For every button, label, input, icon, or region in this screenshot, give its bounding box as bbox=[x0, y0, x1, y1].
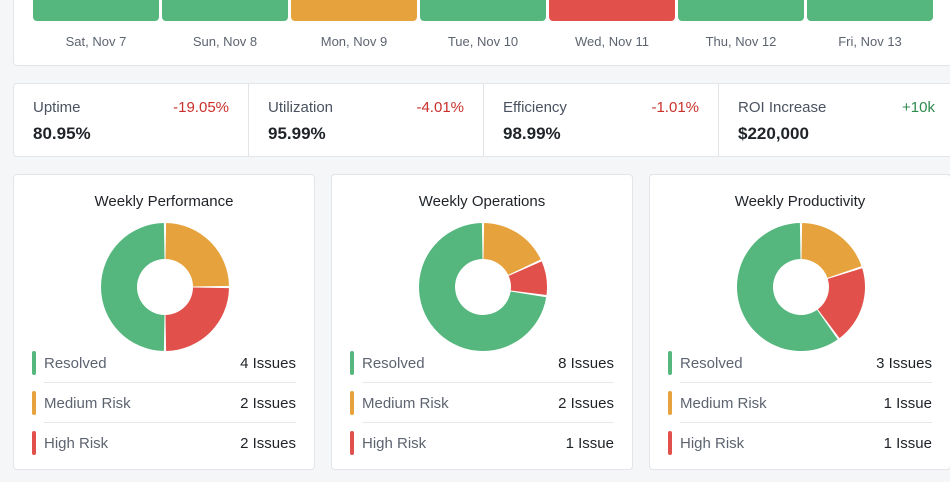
weekly-performance-card: Weekly Performance Resolved 4 Issues Med… bbox=[13, 174, 315, 470]
kpi-label: Uptime bbox=[33, 99, 81, 116]
kpi-uptime: Uptime -19.05% 80.95% bbox=[14, 84, 249, 156]
divider bbox=[362, 382, 614, 383]
donut-chart[interactable] bbox=[736, 222, 866, 352]
day-label: Sun, Nov 8 bbox=[192, 34, 258, 49]
legend-item-resolved[interactable]: Resolved 8 Issues bbox=[350, 351, 614, 383]
kpi-label: ROI Increase bbox=[738, 99, 827, 116]
day-label: Thu, Nov 12 bbox=[705, 34, 777, 49]
legend-item-resolved[interactable]: Resolved 3 Issues bbox=[668, 351, 932, 383]
weekly-productivity-card: Weekly Productivity Resolved 3 Issues Me… bbox=[649, 174, 950, 470]
legend-swatch bbox=[350, 431, 354, 455]
card-title: Weekly Productivity bbox=[734, 193, 866, 210]
donut-slice-high-risk[interactable] bbox=[817, 268, 865, 339]
daily-status-card: Sat, Nov 7 Sun, Nov 8 Mon, Nov 9 Tue, No… bbox=[13, 0, 950, 66]
legend-swatch bbox=[350, 391, 354, 415]
divider bbox=[680, 422, 932, 423]
legend-item-high-risk[interactable]: High Risk 1 Issue bbox=[350, 431, 614, 455]
card-title: Weekly Performance bbox=[94, 193, 234, 210]
donut-slice-resolved[interactable] bbox=[100, 223, 165, 351]
donut-slice-medium-risk[interactable] bbox=[483, 223, 541, 275]
day-status-bar[interactable] bbox=[420, 0, 546, 21]
day-status-bar[interactable] bbox=[549, 0, 675, 21]
kpi-change: +10k bbox=[902, 99, 935, 116]
legend-item-medium-risk[interactable]: Medium Risk 2 Issues bbox=[350, 391, 614, 423]
kpi-label: Utilization bbox=[268, 99, 334, 116]
day-label: Sat, Nov 7 bbox=[65, 34, 127, 49]
donut-slice-resolved[interactable] bbox=[419, 223, 547, 351]
divider bbox=[680, 382, 932, 383]
legend-label: Resolved bbox=[680, 355, 743, 372]
kpi-value: 95.99% bbox=[268, 124, 326, 143]
legend-count: 8 Issues bbox=[558, 355, 614, 372]
legend-label: Medium Risk bbox=[44, 395, 131, 412]
day-label: Wed, Nov 11 bbox=[575, 34, 649, 49]
day-label: Tue, Nov 10 bbox=[447, 34, 519, 49]
kpi-utilization: Utilization -4.01% 95.99% bbox=[249, 84, 484, 156]
card-title: Weekly Operations bbox=[418, 193, 546, 210]
legend-label: Medium Risk bbox=[680, 395, 767, 412]
legend-label: Resolved bbox=[362, 355, 425, 372]
kpi-value: 80.95% bbox=[33, 124, 91, 143]
day-label: Mon, Nov 9 bbox=[320, 34, 388, 49]
legend-item-high-risk[interactable]: High Risk 2 Issues bbox=[32, 431, 296, 455]
donut-slice-high-risk[interactable] bbox=[165, 287, 229, 351]
kpi-value: 98.99% bbox=[503, 124, 561, 143]
legend-label: Resolved bbox=[44, 355, 107, 372]
legend-label: Medium Risk bbox=[362, 395, 449, 412]
legend-item-resolved[interactable]: Resolved 4 Issues bbox=[32, 351, 296, 383]
day-status-bar[interactable] bbox=[291, 0, 417, 21]
legend-swatch bbox=[668, 351, 672, 375]
donut-chart[interactable] bbox=[100, 222, 230, 352]
divider bbox=[44, 382, 296, 383]
legend-swatch bbox=[32, 391, 36, 415]
kpi-change: -4.01% bbox=[416, 99, 464, 116]
kpi-value: $220,000 bbox=[738, 124, 809, 143]
legend-count: 4 Issues bbox=[240, 355, 296, 372]
legend-label: High Risk bbox=[680, 435, 745, 452]
legend-count: 3 Issues bbox=[876, 355, 932, 372]
legend-item-high-risk[interactable]: High Risk 1 Issue bbox=[668, 431, 932, 455]
legend-item-medium-risk[interactable]: Medium Risk 1 Issue bbox=[668, 391, 932, 423]
day-status-bar[interactable] bbox=[807, 0, 933, 21]
legend-count: 1 Issue bbox=[565, 435, 614, 452]
kpi-strip: Uptime -19.05% 80.95% Utilization -4.01%… bbox=[13, 83, 950, 157]
kpi-efficiency: Efficiency -1.01% 98.99% bbox=[484, 84, 719, 156]
day-status-bar[interactable] bbox=[33, 0, 159, 21]
day-status-bar[interactable] bbox=[162, 0, 288, 21]
kpi-change: -1.01% bbox=[651, 99, 699, 116]
kpi-label: Efficiency bbox=[503, 99, 567, 116]
legend-label: High Risk bbox=[362, 435, 427, 452]
legend-swatch bbox=[32, 431, 36, 455]
legend-count: 2 Issues bbox=[558, 395, 614, 412]
legend-count: 1 Issue bbox=[883, 435, 932, 452]
legend-swatch bbox=[668, 431, 672, 455]
divider bbox=[44, 422, 296, 423]
divider bbox=[362, 422, 614, 423]
day-label: Fri, Nov 13 bbox=[838, 34, 902, 49]
donut-slice-medium-risk[interactable] bbox=[165, 223, 229, 287]
donut-slice-medium-risk[interactable] bbox=[801, 223, 862, 278]
day-status-bar[interactable] bbox=[678, 0, 804, 21]
weekly-operations-card: Weekly Operations Resolved 8 Issues Medi… bbox=[331, 174, 633, 470]
legend-count: 2 Issues bbox=[240, 395, 296, 412]
kpi-roi-increase: ROI Increase +10k $220,000 bbox=[719, 84, 950, 156]
legend-swatch bbox=[350, 351, 354, 375]
donut-slice-high-risk[interactable] bbox=[508, 261, 547, 295]
legend-item-medium-risk[interactable]: Medium Risk 2 Issues bbox=[32, 391, 296, 423]
legend-count: 1 Issue bbox=[883, 395, 932, 412]
donut-slice-resolved[interactable] bbox=[737, 223, 838, 351]
legend-swatch bbox=[32, 351, 36, 375]
donut-chart[interactable] bbox=[418, 222, 548, 352]
legend-swatch bbox=[668, 391, 672, 415]
legend-count: 2 Issues bbox=[240, 435, 296, 452]
legend-label: High Risk bbox=[44, 435, 109, 452]
kpi-change: -19.05% bbox=[173, 99, 229, 116]
